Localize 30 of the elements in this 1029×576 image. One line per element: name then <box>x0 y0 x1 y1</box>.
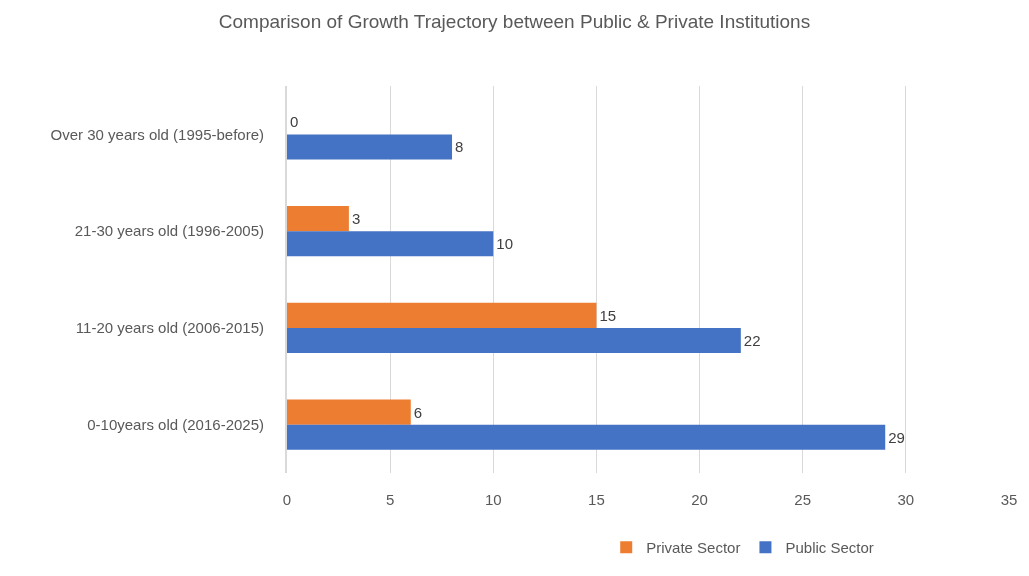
data-label: 15 <box>599 306 617 324</box>
legend-label: Public Sector <box>785 539 874 557</box>
x-tick-label: 35 <box>1000 491 1018 508</box>
bar <box>287 399 411 425</box>
x-tick-label: 25 <box>794 491 812 508</box>
bar <box>287 327 741 354</box>
y-tick-label: Over 30 years old (1995-before) <box>50 125 264 143</box>
bar <box>287 134 453 160</box>
x-tick-label: 30 <box>897 491 915 508</box>
x-tick-label: 10 <box>484 491 502 508</box>
bar <box>287 231 494 257</box>
x-tick-label: 20 <box>691 491 708 508</box>
x-tick-label: 5 <box>385 491 395 508</box>
data-label: 29 <box>888 428 905 446</box>
y-tick-label: 11-20 years old (2006-2015) <box>75 319 264 337</box>
data-label: 22 <box>743 331 761 349</box>
legend-label: Private Sector <box>646 539 741 557</box>
x-tick-label: 15 <box>588 491 605 508</box>
data-label: 6 <box>413 403 423 421</box>
y-tick-label: 21-30 years old (1996-2005) <box>74 222 264 240</box>
bar <box>287 205 349 232</box>
y-tick-label: 0-10years old (2016-2025) <box>87 415 264 433</box>
chart-title: Comparison of Growth Trajectory between Public & Private Institutions <box>218 10 811 32</box>
data-label: 10 <box>496 235 513 253</box>
x-tick-label: 0 <box>282 491 292 508</box>
bar <box>287 302 597 328</box>
data-label: 0 <box>290 113 299 131</box>
data-label: 3 <box>351 210 361 228</box>
data-label: 8 <box>455 138 464 156</box>
bar <box>287 424 886 450</box>
